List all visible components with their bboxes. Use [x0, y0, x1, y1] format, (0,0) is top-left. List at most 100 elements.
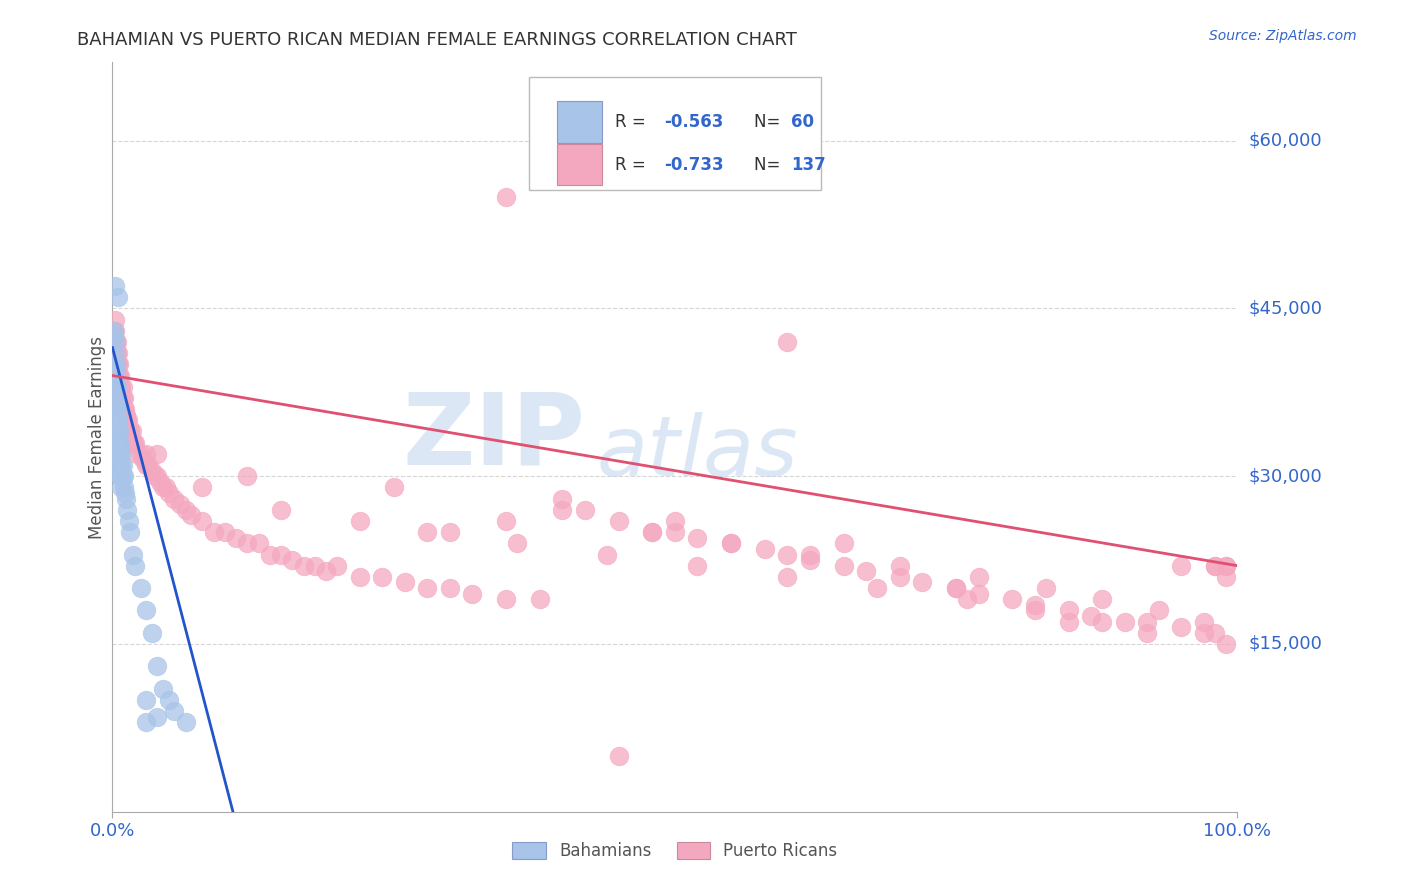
- Point: [945, 581, 967, 595]
- Point: [945, 581, 967, 595]
- Point: [270, 548, 292, 562]
- Point: [104, 334, 127, 349]
- Point: [967, 587, 990, 601]
- Point: [551, 502, 574, 516]
- Point: [1215, 637, 1237, 651]
- Text: N=: N=: [754, 113, 785, 131]
- Point: [180, 508, 202, 523]
- Point: [104, 346, 127, 360]
- Point: [304, 558, 326, 573]
- Point: [1204, 625, 1226, 640]
- Point: [1057, 615, 1080, 629]
- Point: [967, 570, 990, 584]
- Point: [103, 324, 125, 338]
- Point: [911, 575, 934, 590]
- Point: [107, 425, 129, 439]
- Point: [103, 334, 125, 349]
- Legend: Bahamians, Puerto Ricans: Bahamians, Puerto Ricans: [506, 836, 844, 867]
- Point: [416, 525, 439, 540]
- Point: [110, 458, 132, 472]
- Point: [105, 334, 128, 349]
- Point: [103, 329, 125, 343]
- Point: [1080, 609, 1102, 624]
- Point: [754, 541, 776, 556]
- Point: [115, 491, 138, 506]
- Point: [1091, 615, 1114, 629]
- Point: [110, 469, 132, 483]
- Point: [143, 469, 166, 483]
- Point: [155, 480, 177, 494]
- Point: [121, 435, 143, 450]
- Point: [152, 480, 174, 494]
- Text: $15,000: $15,000: [1249, 635, 1322, 653]
- Point: [1204, 558, 1226, 573]
- Point: [281, 553, 304, 567]
- Point: [138, 458, 160, 472]
- Point: [529, 592, 551, 607]
- Point: [104, 334, 127, 349]
- Point: [686, 558, 709, 573]
- Point: [152, 681, 174, 696]
- Point: [1192, 615, 1215, 629]
- Point: [135, 447, 157, 461]
- Point: [110, 391, 132, 405]
- Point: [495, 514, 517, 528]
- Point: [686, 531, 709, 545]
- Point: [1024, 598, 1046, 612]
- Point: [104, 279, 127, 293]
- Point: [104, 346, 127, 360]
- Point: [105, 425, 128, 439]
- Point: [112, 469, 135, 483]
- Point: [104, 374, 127, 388]
- Point: [664, 514, 686, 528]
- Point: [720, 536, 742, 550]
- Point: [163, 704, 186, 718]
- Point: [108, 435, 131, 450]
- Point: [108, 425, 131, 439]
- Point: [110, 380, 132, 394]
- Point: [191, 480, 214, 494]
- Point: [105, 391, 128, 405]
- Point: [574, 502, 596, 516]
- Point: [104, 334, 127, 349]
- Point: [270, 502, 292, 516]
- Point: [956, 592, 979, 607]
- Point: [107, 418, 129, 433]
- Point: [292, 558, 315, 573]
- Point: [135, 603, 157, 617]
- Point: [110, 447, 132, 461]
- Point: [124, 435, 146, 450]
- Point: [110, 480, 132, 494]
- Text: N=: N=: [754, 156, 785, 174]
- Point: [105, 402, 128, 417]
- Point: [439, 581, 461, 595]
- Point: [439, 525, 461, 540]
- Point: [104, 324, 127, 338]
- Point: [121, 425, 143, 439]
- Point: [1170, 558, 1192, 573]
- Point: [169, 497, 191, 511]
- Point: [135, 693, 157, 707]
- Point: [124, 558, 146, 573]
- Point: [1091, 592, 1114, 607]
- Point: [551, 491, 574, 506]
- Point: [118, 514, 141, 528]
- Point: [664, 525, 686, 540]
- Point: [111, 391, 134, 405]
- Point: [114, 486, 136, 500]
- Point: [776, 570, 799, 584]
- Point: [146, 659, 169, 673]
- Point: [103, 324, 125, 338]
- Point: [115, 502, 138, 516]
- Point: [108, 368, 131, 383]
- Point: [776, 334, 799, 349]
- Point: [394, 575, 416, 590]
- Point: [1057, 603, 1080, 617]
- Point: [107, 435, 129, 450]
- Point: [104, 358, 127, 372]
- Point: [111, 469, 134, 483]
- FancyBboxPatch shape: [529, 78, 821, 190]
- Point: [461, 587, 484, 601]
- Point: [855, 564, 877, 578]
- Point: [129, 581, 152, 595]
